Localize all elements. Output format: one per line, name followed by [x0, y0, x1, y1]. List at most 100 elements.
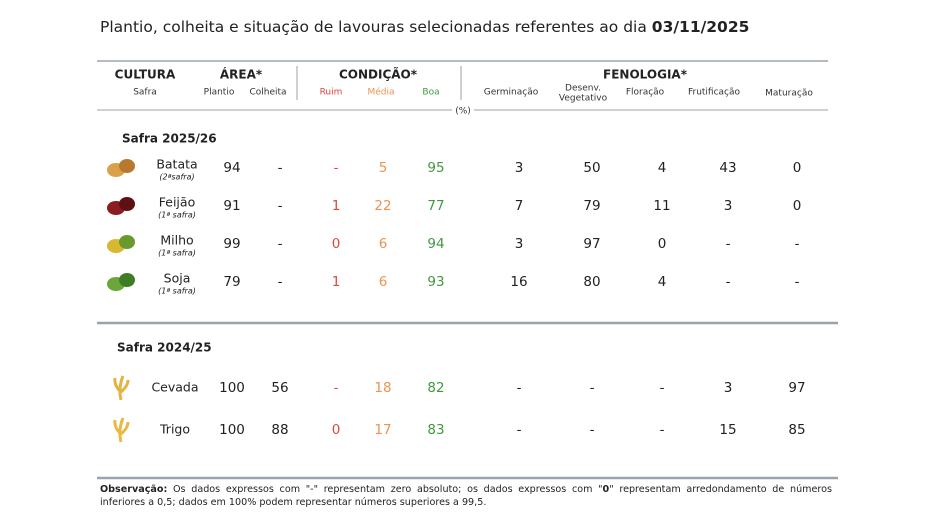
header-sub: Plantio	[204, 88, 235, 98]
header: CONDIÇÃO*	[339, 67, 418, 82]
cell: 50	[583, 160, 600, 176]
cell: 3	[724, 198, 733, 214]
cell: -	[517, 422, 522, 438]
cell: 43	[719, 160, 736, 176]
cell: 97	[788, 380, 805, 396]
cell: -	[517, 380, 522, 396]
cell: -	[795, 236, 800, 252]
section-label: Safra 2025/26	[122, 132, 217, 146]
cell: -	[795, 274, 800, 290]
icon	[119, 197, 135, 211]
cell: -	[590, 380, 595, 396]
crop-season: (1ª safra)	[158, 287, 196, 296]
header-sub: Colheita	[249, 88, 286, 98]
cell: -	[278, 198, 283, 214]
cell: 6	[379, 236, 388, 252]
cell: 0	[793, 198, 802, 214]
icon	[119, 273, 135, 287]
cell: -	[726, 236, 731, 252]
icon	[119, 235, 135, 249]
cell: -	[660, 380, 665, 396]
note-label: Observação:	[100, 484, 168, 495]
cell: 0	[658, 236, 667, 252]
header-sub: Vegetativo	[559, 94, 608, 104]
cell: 18	[374, 380, 391, 396]
unit: (%)	[455, 107, 471, 117]
crop-season: (2ªsafra)	[159, 173, 194, 182]
cell: 56	[271, 380, 288, 396]
cell: 0	[332, 236, 341, 252]
note-text: " representam arredondamento de números …	[100, 484, 832, 508]
cell: -	[334, 380, 339, 396]
cell: 0	[793, 160, 802, 176]
title-date: 03/11/2025	[652, 18, 750, 36]
crop-name: Cevada	[151, 380, 198, 395]
cell: 3	[515, 160, 524, 176]
cell: 77	[427, 198, 444, 214]
cell: 97	[583, 236, 600, 252]
cell: 5	[379, 160, 388, 176]
cell: 22	[374, 198, 391, 214]
cell: -	[590, 422, 595, 438]
note: Observação: Os dados expressos com "-" r…	[100, 483, 832, 509]
crop-name: Batata	[156, 157, 197, 172]
crop-name: Soja	[164, 271, 191, 286]
title-text: Plantio, colheita e situação de lavouras…	[100, 18, 647, 36]
cell: 0	[332, 422, 341, 438]
crop-season: (1ª safra)	[158, 211, 196, 220]
cell: 3	[724, 380, 733, 396]
title: Plantio, colheita e situação de lavouras…	[100, 18, 749, 36]
cell: 11	[653, 198, 670, 214]
cell: -	[278, 274, 283, 290]
header-sub: Maturação	[765, 89, 813, 99]
header-sub: Desenv.	[565, 84, 601, 94]
crop-season: (1ª safra)	[158, 249, 196, 258]
header: FENOLOGIA*	[603, 68, 688, 82]
cell: -	[278, 160, 283, 176]
cell: 7	[515, 198, 524, 214]
cell: 79	[583, 198, 600, 214]
cell: -	[334, 160, 339, 176]
icon	[113, 375, 130, 401]
cell: -	[278, 236, 283, 252]
header-sub: Ruim	[320, 88, 343, 98]
cell: 16	[510, 274, 527, 290]
header-sub: Boa	[422, 88, 439, 98]
header-sub: Germinação	[484, 88, 539, 98]
header-sub: Média	[367, 87, 394, 98]
cell: 17	[374, 422, 391, 438]
cell: 88	[271, 422, 288, 438]
cell: 91	[223, 198, 240, 214]
cell: 4	[658, 274, 667, 290]
cell: 1	[332, 274, 341, 290]
note-bold: 0	[602, 484, 610, 495]
cell: 94	[427, 236, 444, 252]
cell: 80	[583, 274, 600, 290]
header-sub: Frutificação	[688, 88, 741, 98]
cell: 100	[219, 380, 245, 396]
cell: 93	[427, 274, 444, 290]
section-label: Safra 2024/25	[117, 341, 212, 355]
cell: 94	[223, 160, 240, 176]
crop-name: Feijão	[159, 195, 195, 210]
crop-name: Trigo	[159, 422, 190, 437]
cell: 85	[788, 422, 805, 438]
cell: 1	[332, 198, 341, 214]
header-sub: Floração	[626, 88, 665, 98]
cell: 3	[515, 236, 524, 252]
cell: 15	[719, 422, 736, 438]
cell: 100	[219, 422, 245, 438]
icon	[113, 417, 130, 443]
cell: 4	[658, 160, 667, 176]
icon	[119, 159, 135, 173]
crop-name: Milho	[160, 233, 193, 248]
cell: -	[660, 422, 665, 438]
cell: 6	[379, 274, 388, 290]
cell: 82	[427, 380, 444, 396]
cell: 79	[223, 274, 240, 290]
cell: 99	[223, 236, 240, 252]
header-sub: Safra	[133, 88, 157, 98]
header: CULTURA	[115, 68, 176, 82]
table: Plantio, colheita e situação de lavouras…	[97, 18, 838, 480]
